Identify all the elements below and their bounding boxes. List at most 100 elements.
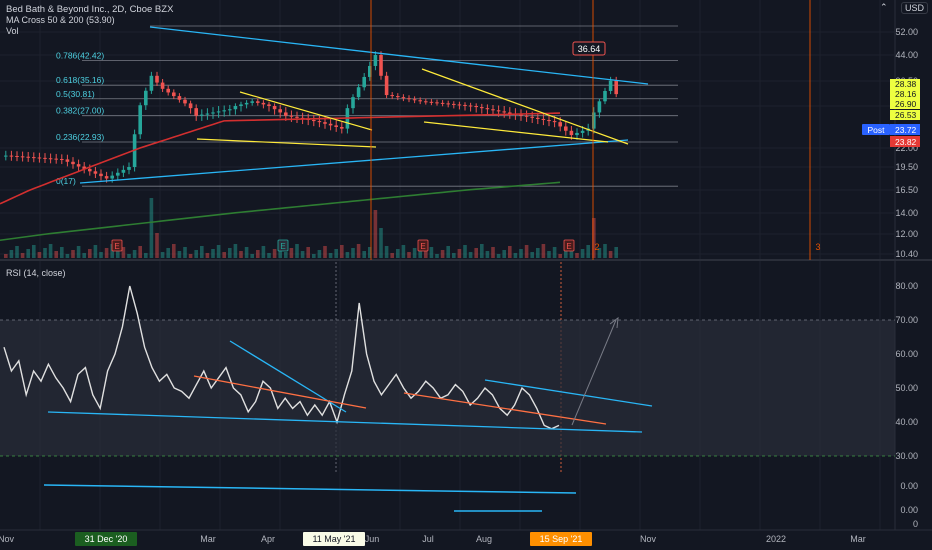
fib-price-label: 26.53 (895, 110, 917, 120)
volume-bar (172, 244, 176, 258)
symbol-title: Bed Bath & Beyond Inc., 2D, Cboe BZX (6, 4, 174, 15)
candle-body (580, 130, 585, 133)
candle-body (76, 164, 81, 167)
volume-bar (244, 247, 249, 258)
candle-body (82, 166, 86, 169)
candle-body (250, 101, 254, 103)
x-axis-label: 31 Dec '20 (85, 534, 128, 544)
volume-bar (541, 244, 546, 258)
candle-body (116, 172, 120, 176)
peak-badge (572, 41, 606, 56)
candle-body (603, 91, 607, 102)
chevron-up-icon[interactable]: ⌃ (880, 2, 888, 12)
volume-bar (575, 253, 579, 258)
candle-body (597, 101, 602, 113)
rsi-tick-label: 80.00 (895, 281, 918, 291)
candle-body (407, 98, 411, 100)
volume-bar (76, 246, 81, 258)
volume-bar (384, 246, 389, 258)
currency-selector[interactable]: USD (900, 2, 928, 14)
volume-bar (435, 254, 439, 258)
volume-bar (149, 198, 154, 258)
candle-body (205, 113, 210, 115)
volume-bar (48, 244, 53, 258)
post-price-label: 23.72 (895, 125, 917, 135)
fib-level-label: 0(17) (56, 176, 76, 186)
volume-bar (211, 249, 215, 258)
candle-body (48, 158, 53, 160)
candle-body (200, 114, 204, 116)
candle-body (552, 121, 557, 123)
x-axis-badge (75, 532, 137, 546)
candle-body (435, 102, 439, 104)
earnings-marker (563, 239, 575, 252)
candle-body (160, 82, 165, 89)
volume-bar (340, 245, 344, 258)
volume-bar (452, 253, 456, 258)
price-tick-label: 22.00 (895, 143, 918, 153)
x-axis-label: 2022 (766, 534, 786, 544)
volume-bar (597, 248, 602, 258)
candle-body (328, 123, 333, 126)
earnings-marker (277, 239, 289, 252)
candle-body (480, 107, 484, 109)
candle-body (530, 116, 534, 118)
volume-bar (569, 246, 574, 258)
candle-body (440, 102, 445, 104)
volume-bar (536, 248, 540, 258)
rsi-tick-label: 40.00 (895, 417, 918, 427)
volume-bar (468, 252, 473, 258)
candle-body (4, 155, 8, 157)
candle-body (127, 167, 131, 170)
volume-bar (580, 249, 585, 258)
volume-bar (261, 246, 266, 258)
candle-body (267, 104, 271, 106)
wedge-line (421, 68, 629, 145)
candle-body (317, 121, 322, 123)
candle-body (396, 96, 400, 98)
rsi-trendline (403, 392, 607, 425)
candle-body (519, 114, 523, 116)
x-axis-label: Mar (850, 534, 866, 544)
volume-bar (250, 254, 254, 258)
volume-bar (334, 249, 338, 258)
session-marker: 2 (594, 242, 599, 252)
volume-bar (54, 251, 58, 258)
volume-bar (306, 247, 310, 258)
volume-bar (547, 251, 551, 258)
volume-bar (20, 253, 25, 258)
candle-body (256, 101, 260, 103)
candle-body (362, 76, 366, 88)
price-tick-label: 10.40 (895, 249, 918, 259)
candle-body (401, 97, 406, 99)
candle-body (608, 80, 613, 91)
rsi-trendline (484, 379, 653, 407)
volume-bar (396, 249, 400, 258)
rsi-tick-label: 60.00 (895, 349, 918, 359)
volume-bar (351, 248, 355, 258)
price-trendline-upper (149, 26, 649, 85)
candle-body (340, 127, 344, 129)
rsi-tick-label: 0.00 (900, 505, 918, 515)
price-tick-label: 14.00 (895, 208, 918, 218)
volume-bar (474, 248, 478, 258)
volume-bar (614, 247, 618, 258)
rsi-tick-label: 0 (913, 519, 918, 529)
volume-bar (524, 245, 529, 258)
volume-bar (603, 244, 607, 258)
peak-label: 36.64 (578, 44, 601, 54)
x-axis-label: 11 May '21 (312, 534, 355, 544)
volume-bar (194, 250, 198, 258)
x-axis-label: Apr (261, 534, 275, 544)
candle-body (233, 106, 238, 110)
volume-bar (116, 251, 120, 258)
candle-body (222, 110, 226, 112)
x-axis-label: Nov (0, 534, 14, 544)
fib-level-label: 0.236(22.93) (56, 132, 104, 142)
candle-body (351, 97, 355, 109)
volume-bar (491, 247, 495, 258)
fib-price-label: 28.16 (895, 89, 917, 99)
x-axis-badge (530, 532, 592, 546)
candle-body (32, 157, 36, 159)
